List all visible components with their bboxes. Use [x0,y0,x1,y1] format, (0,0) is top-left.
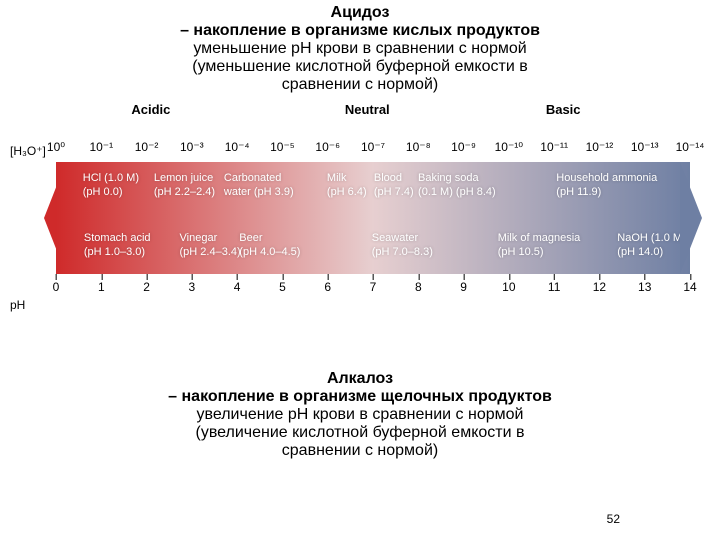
concentration-row: 10⁰10⁻¹10⁻²10⁻³10⁻⁴10⁻⁵10⁻⁶10⁻⁷10⁻⁸10⁻⁹1… [56,140,690,158]
conc-3: 10⁻³ [180,140,204,154]
acidosis-line4: (уменьшение кислотной буферной емкости в [100,58,620,76]
ph-tick-12: 12 [593,280,606,294]
r1-item-5: Baking soda(0.1 M) (pH 8.4) [418,172,496,200]
acidosis-def: – накопление в организме кислых продукто… [100,22,620,40]
r2-item-5: NaOH (1.0 M)(pH 14.0) [617,232,685,260]
conc-8: 10⁻⁸ [406,140,431,154]
r2-item-3: Seawater(pH 7.0–8.3) [372,232,433,260]
conc-9: 10⁻⁹ [451,140,476,154]
conc-6: 10⁻⁶ [315,140,340,154]
label-basic: Basic [546,102,581,117]
h3o-axis-label: [H₃O⁺] [10,144,46,158]
r2-item-2: Beer(pH 4.0–4.5) [239,232,300,260]
conc-2: 10⁻² [135,140,159,154]
r2-item-4: Milk of magnesia(pH 10.5) [498,232,581,260]
ph-tick-9: 9 [460,280,467,294]
ph-tick-13: 13 [638,280,651,294]
ph-ticks: 01234567891011121314 [56,280,690,308]
r1-item-1: Lemon juice(pH 2.2–2.4) [154,172,215,200]
alkalosis-line4: (увеличение кислотной буферной емкости в [80,424,640,442]
label-acidic: Acidic [131,102,170,117]
r1-item-6: Household ammonia(pH 11.9) [556,172,657,200]
conc-13: 10⁻¹³ [631,140,659,154]
ph-tick-3: 3 [189,280,196,294]
conc-10: 10⁻¹⁰ [495,140,524,154]
ph-tick-2: 2 [143,280,150,294]
acidosis-line3: уменьшение рН крови в сравнении с нормой [100,40,620,58]
conc-14: 10⁻¹⁴ [676,140,705,154]
alkalosis-def: – накопление в организме щелочных продук… [80,388,640,406]
ph-tick-4: 4 [234,280,241,294]
r1-item-0: HCl (1.0 M)(pH 0.0) [83,172,139,200]
ph-tick-10: 10 [502,280,515,294]
conc-5: 10⁻⁵ [270,140,295,154]
page-number: 52 [607,512,620,526]
conc-4: 10⁻⁴ [225,140,250,154]
ph-tick-1: 1 [98,280,105,294]
arrow-body: HCl (1.0 M)(pH 0.0) Lemon juice(pH 2.2–2.… [56,162,690,274]
arrow-right-icon [680,162,702,274]
acidosis-title: Ацидоз [100,4,620,22]
r2-item-1: Vinegar(pH 2.4–3.4) [180,232,241,260]
ph-scale: [H₃O⁺] pH 10⁰ 10⁻¹ 10⁻² 10⁻³ 10⁻⁴ 10⁻⁵ 10⁻⁶ 10⁻… [10,120,710,330]
acidosis-block: Ацидоз – накопление в организме кислых п… [100,4,620,94]
alkalosis-block: Алкалоз – накопление в организме щелочны… [80,370,640,460]
ph-tick-5: 5 [279,280,286,294]
conc-12: 10⁻¹² [586,140,614,154]
r1-item-2: Carbonatedwater (pH 3.9) [224,172,294,200]
conc-1: 10⁻¹ [89,140,113,154]
acidosis-line5: сравнении с нормой) [100,76,620,94]
gradient-arrow: HCl (1.0 M)(pH 0.0) Lemon juice(pH 2.2–2.… [44,162,702,274]
ph-tick-8: 8 [415,280,422,294]
conc-0: 10⁰ [47,140,65,154]
ph-axis-label: pH [10,298,25,312]
ph-tick-7: 7 [370,280,377,294]
conc-11: 10⁻¹¹ [540,140,568,154]
ph-tick-6: 6 [324,280,331,294]
ph-tick-11: 11 [548,280,560,294]
ph-tick-0: 0 [53,280,60,294]
alkalosis-title: Алкалоз [80,370,640,388]
r1-item-4: Blood(pH 7.4) [374,172,414,200]
r1-item-3: Milk(pH 6.4) [327,172,367,200]
category-labels: Acidic Neutral Basic [56,102,684,120]
alkalosis-line5: сравнении с нормой) [80,442,640,460]
conc-7: 10⁻⁷ [361,140,385,154]
label-neutral: Neutral [345,102,390,117]
ph-tick-14: 14 [683,280,696,294]
alkalosis-line3: увеличение рН крови в сравнении с нормой [80,406,640,424]
r2-item-0: Stomach acid(pH 1.0–3.0) [84,232,151,260]
